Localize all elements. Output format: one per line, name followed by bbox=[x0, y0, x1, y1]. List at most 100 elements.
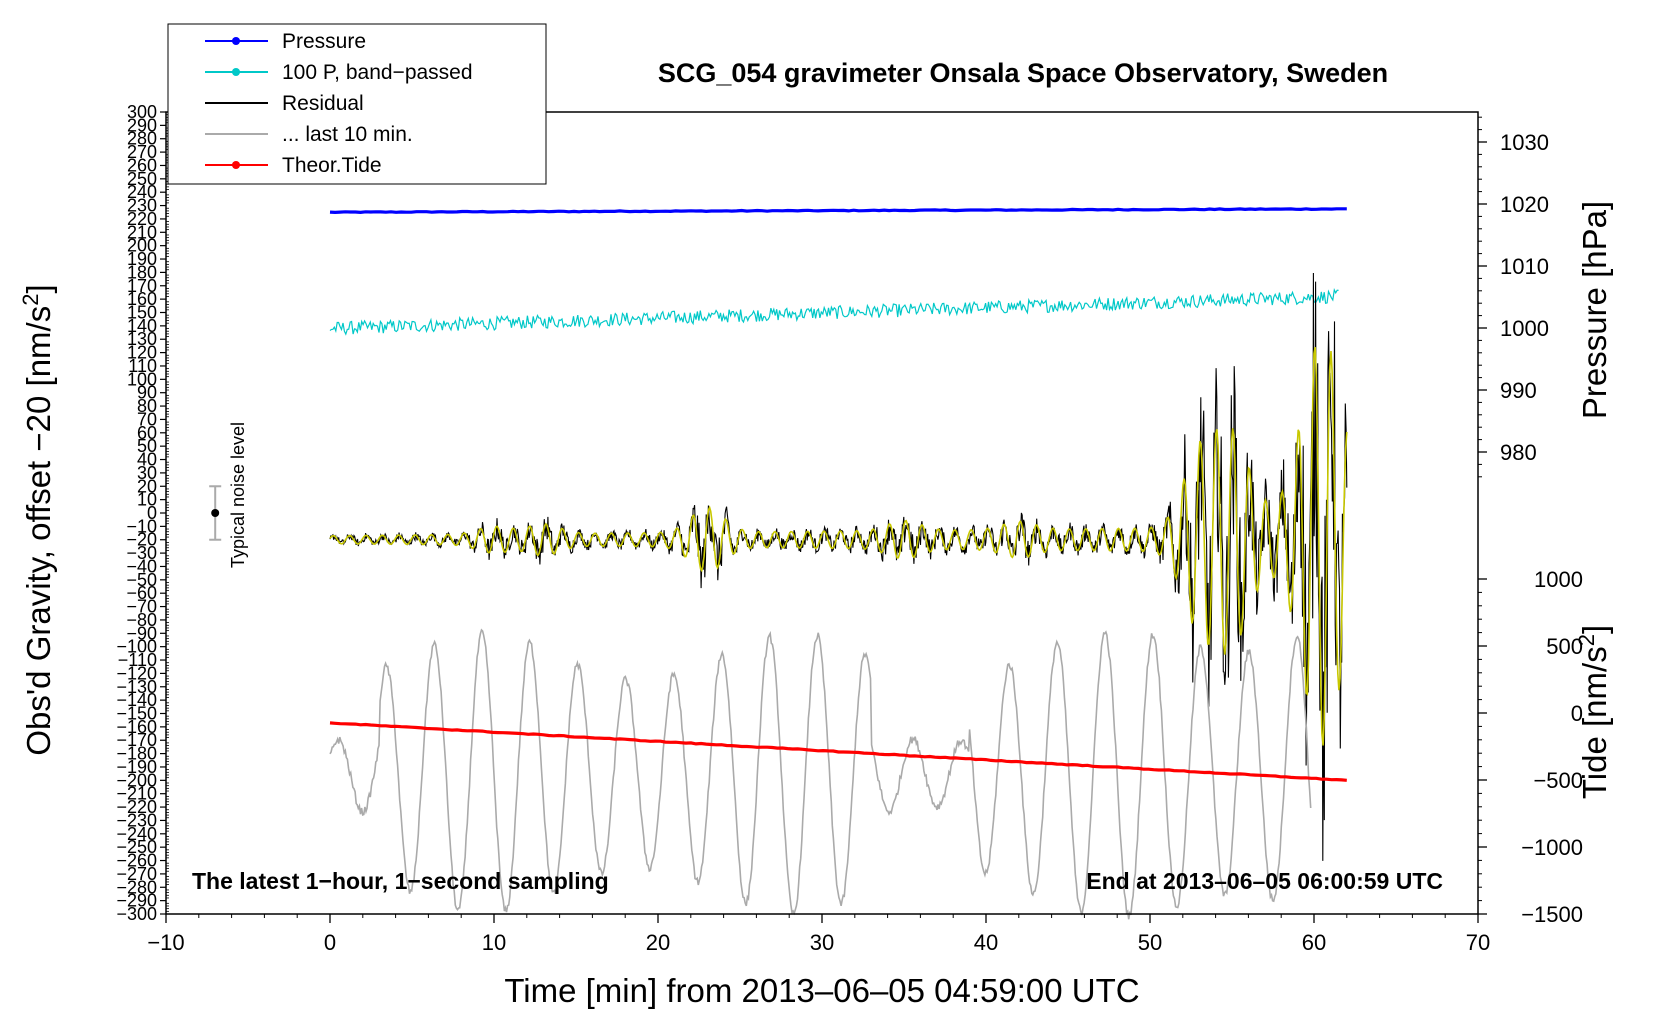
y-left-tick-label: −60 bbox=[126, 583, 157, 603]
y-left-tick-label: −130 bbox=[116, 677, 157, 697]
axes-layer: −10 0 10 20 30 40 50 60 703002902802702602502402… bbox=[116, 102, 1583, 955]
series-last-10-min bbox=[329, 628, 1312, 920]
pressure-tick-label: 1010 bbox=[1500, 254, 1549, 279]
y-left-tick-label: 210 bbox=[127, 222, 157, 242]
y-left-tick-label: −40 bbox=[126, 556, 157, 576]
y-left-tick-label: −200 bbox=[116, 770, 157, 790]
y-left-tick-label: 280 bbox=[127, 129, 157, 149]
x-tick-label: 20 bbox=[646, 930, 670, 955]
tide-tick-label: 1000 bbox=[1534, 567, 1583, 592]
y-axis-label-tide: Tide [nm/s2] bbox=[1574, 625, 1613, 799]
y-left-tick-label: 230 bbox=[127, 196, 157, 216]
series-residual-filtered bbox=[329, 347, 1348, 746]
y-left-tick-label: 20 bbox=[137, 476, 157, 496]
y-left-tick-label: −220 bbox=[116, 797, 157, 817]
y-left-tick-label: 110 bbox=[128, 356, 157, 376]
series-band-passed-pressure bbox=[329, 288, 1339, 336]
y-left-tick-label: −30 bbox=[126, 543, 157, 563]
y-left-tick-label: −90 bbox=[126, 623, 157, 643]
y-left-tick-label: 190 bbox=[127, 249, 157, 269]
pressure-tick-label: 990 bbox=[1500, 378, 1537, 403]
series-theor-tide bbox=[329, 721, 1347, 782]
plot-background bbox=[166, 112, 1478, 914]
legend-label-1: 100 P, band−passed bbox=[282, 61, 473, 84]
y-left-tick-label: 0 bbox=[147, 503, 157, 523]
legend-label-4: Theor.Tide bbox=[282, 154, 382, 177]
tide-label-sup: 2 bbox=[1574, 634, 1599, 646]
tide-label-end: ] bbox=[1576, 625, 1613, 634]
legend-marker-4 bbox=[232, 161, 240, 169]
noise-bar-dot bbox=[211, 509, 220, 517]
tide-tick-label: 500 bbox=[1546, 634, 1583, 659]
legend-label-3: ... last 10 min. bbox=[282, 123, 413, 146]
x-tick-label: 0 bbox=[324, 930, 336, 955]
x-tick-label: 60 bbox=[1302, 930, 1326, 955]
y-left-tick-label: −160 bbox=[116, 717, 157, 737]
y-left-tick-label: 160 bbox=[127, 289, 157, 309]
y-left-tick-label: 240 bbox=[127, 182, 157, 202]
legend-label-2: Residual bbox=[282, 92, 364, 115]
y-left-tick-label: 130 bbox=[127, 329, 157, 349]
y-left-tick-label: 300 bbox=[127, 102, 157, 122]
y-left-tick-label: −230 bbox=[116, 810, 157, 830]
y-left-tick-label: 90 bbox=[137, 383, 157, 403]
y-left-label-end: ] bbox=[20, 284, 57, 293]
y-left-tick-label: −210 bbox=[116, 784, 157, 804]
y-left-tick-label: 150 bbox=[127, 303, 157, 323]
x-axis-label: Time [min] from 2013–06–05 04:59:00 UTC bbox=[504, 972, 1139, 1009]
y-left-tick-label: −10 bbox=[126, 516, 157, 536]
y-left-tick-label: −260 bbox=[116, 851, 157, 871]
y-left-tick-label: −100 bbox=[116, 637, 157, 657]
x-tick-label: −10 bbox=[147, 930, 184, 955]
noise-level-label: Typical noise level bbox=[228, 422, 248, 568]
x-tick-label: 10 bbox=[482, 930, 506, 955]
x-tick-label: 30 bbox=[810, 930, 834, 955]
y-left-tick-label: 70 bbox=[137, 409, 157, 429]
y-left-tick-label: 290 bbox=[127, 115, 157, 135]
y-left-tick-label: 260 bbox=[127, 155, 157, 175]
tide-tick-label: −1000 bbox=[1521, 835, 1583, 860]
y-left-tick-label: 100 bbox=[127, 369, 157, 389]
tide-tick-label: 0 bbox=[1571, 701, 1583, 726]
y-left-tick-label: 270 bbox=[127, 142, 157, 162]
pressure-tick-label: 1000 bbox=[1500, 316, 1549, 341]
y-left-tick-label: 200 bbox=[127, 236, 157, 256]
y-left-tick-label: −20 bbox=[126, 530, 157, 550]
annotation-right: End at 2013–06–05 06:00:59 UTC bbox=[1086, 868, 1443, 894]
y-left-tick-label: −170 bbox=[116, 730, 157, 750]
series-pressure bbox=[329, 207, 1347, 215]
y-left-tick-label: −270 bbox=[116, 864, 157, 884]
plot-frame bbox=[166, 112, 1478, 914]
y-left-tick-label: 80 bbox=[137, 396, 157, 416]
x-tick-label: 70 bbox=[1466, 930, 1490, 955]
y-left-tick-label: −80 bbox=[126, 610, 157, 630]
y-left-tick-label: 10 bbox=[137, 490, 157, 510]
y-left-tick-label: −280 bbox=[116, 877, 157, 897]
y-left-tick-label: −50 bbox=[126, 570, 157, 590]
y-left-tick-label: −250 bbox=[116, 837, 157, 857]
legend: Pressure 100 P, band−passed Residual ... la… bbox=[167, 23, 547, 185]
y-left-tick-label: 120 bbox=[127, 343, 157, 363]
y-left-tick-label: −140 bbox=[116, 690, 157, 710]
tide-tick-label: −1500 bbox=[1521, 902, 1583, 927]
x-tick-label: 40 bbox=[974, 930, 998, 955]
y-left-tick-label: −120 bbox=[116, 663, 157, 683]
y-left-tick-label: 250 bbox=[127, 169, 157, 189]
y-left-tick-label: −70 bbox=[126, 597, 157, 617]
y-left-tick-label: −180 bbox=[116, 744, 157, 764]
legend-marker-1 bbox=[232, 68, 240, 76]
y-left-tick-label: −190 bbox=[116, 757, 157, 777]
y-axis-label-pressure: Pressure [hPa] bbox=[1576, 201, 1613, 419]
y-left-tick-label: 30 bbox=[137, 463, 157, 483]
y-left-tick-label: 40 bbox=[137, 450, 157, 470]
legend-marker-0 bbox=[232, 37, 240, 45]
tide-tick-label: −500 bbox=[1533, 768, 1583, 793]
series-layer bbox=[329, 207, 1348, 920]
pressure-tick-label: 1030 bbox=[1500, 130, 1549, 155]
y-left-tick-label: −150 bbox=[116, 704, 157, 724]
y-left-tick-label: 60 bbox=[137, 423, 157, 443]
y-left-tick-label: −290 bbox=[116, 891, 157, 911]
pressure-tick-label: 1020 bbox=[1500, 192, 1549, 217]
y-left-label-sup: 2 bbox=[18, 294, 43, 306]
